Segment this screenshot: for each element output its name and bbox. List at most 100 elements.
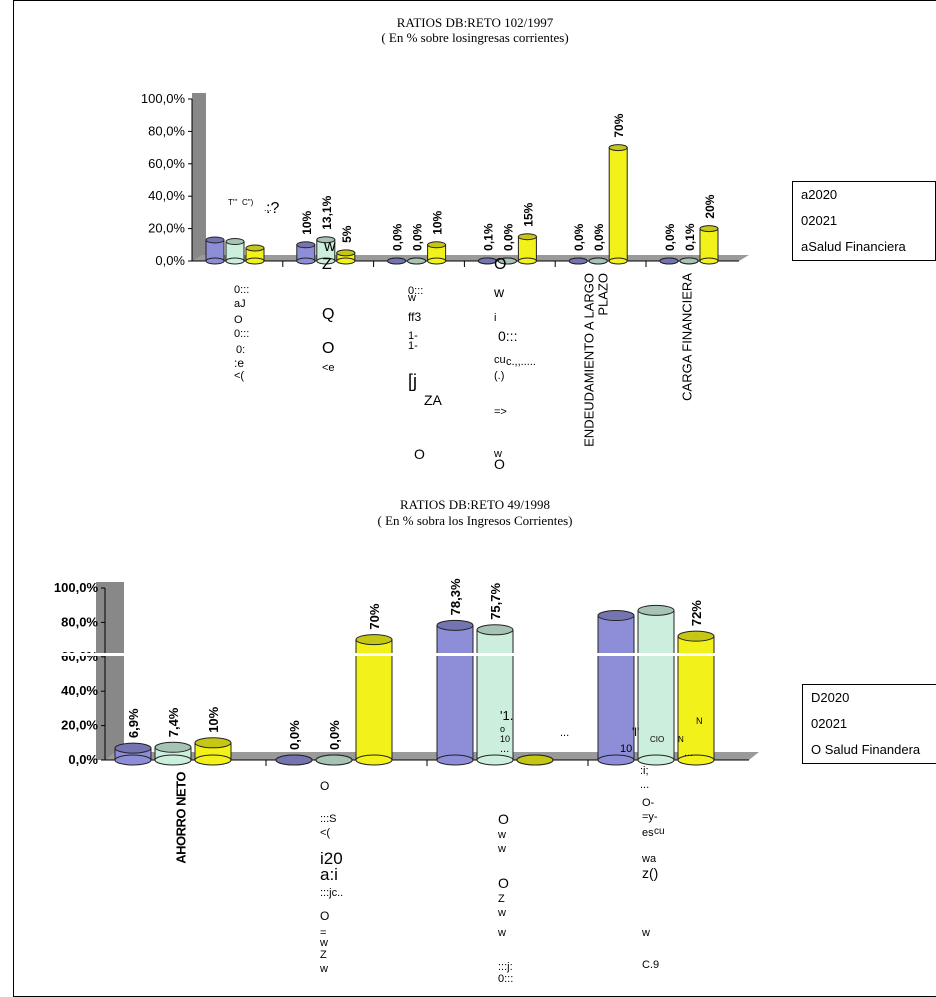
scan-artifact: ... — [560, 727, 569, 739]
scan-artifact: 0::: — [234, 284, 249, 296]
bar-top — [206, 237, 224, 243]
scan-artifact: w — [497, 843, 506, 855]
y-tick-label: 40,0% — [61, 683, 98, 698]
category-label: AHORRO NETO — [174, 772, 189, 864]
bar-top — [155, 742, 191, 752]
data-label: 0,1% — [683, 223, 697, 251]
scan-artifact: <( — [320, 827, 330, 839]
scan-artifact: 0: — [236, 344, 245, 356]
bar-top — [115, 743, 151, 753]
bar-base — [518, 258, 536, 264]
scan-artifact: w — [497, 907, 506, 919]
scan-artifact: N — [678, 735, 684, 744]
scan-artifact: w — [497, 829, 506, 841]
data-label: 0,0% — [501, 223, 515, 251]
bar-top — [569, 258, 587, 264]
scan-artifact: :i; — [640, 765, 649, 777]
bar-chart-1998: 0,0%20,0%40,0%60,0%80,0%100,0%6,9%0,0%78… — [14, 484, 794, 996]
scan-artifact: wa — [641, 853, 657, 865]
data-label: 0,0% — [287, 720, 302, 750]
y-tick-label: 80,0% — [148, 123, 185, 138]
data-label: 0,0% — [663, 223, 677, 251]
y-tick-label: 40,0% — [148, 188, 185, 203]
data-label: 6,9% — [126, 708, 141, 738]
bar-top — [316, 755, 352, 765]
scan-artifact: O — [322, 340, 334, 357]
y-tick-label: 60,0% — [148, 156, 185, 171]
y-tick-label: 0,0% — [68, 752, 98, 767]
scan-artifact: 'l' — [632, 725, 639, 739]
scan-artifact: 0::: — [498, 328, 517, 344]
data-label: 0,0% — [327, 720, 342, 750]
data-label: 0,1% — [481, 223, 495, 251]
bar-base — [598, 755, 634, 765]
chart-panel-1998: RATIOS DB:RETO 49/1998 ( En % sobra los … — [13, 484, 936, 997]
scan-artifact: :e — [234, 356, 244, 370]
y-tick-label: 100,0% — [141, 91, 186, 106]
bar-top — [700, 226, 718, 232]
data-label: 5% — [340, 225, 354, 243]
scan-artifact: [j — [408, 371, 417, 391]
bar-top — [276, 755, 312, 765]
bar — [700, 229, 718, 261]
scan-artifact: cu — [654, 826, 665, 837]
bar-top — [589, 258, 607, 264]
data-label: 78,3% — [448, 578, 463, 615]
legend-item-series-1: a2020 — [793, 182, 935, 208]
data-label: 15% — [521, 202, 535, 226]
bar — [609, 148, 627, 261]
scan-artifact: 0::: — [498, 973, 513, 985]
data-label: 0,0% — [391, 223, 405, 251]
scan-artifact: ... — [640, 779, 649, 791]
bar-base — [700, 258, 718, 264]
bar-top — [638, 605, 674, 615]
scan-artifact: =y- — [642, 811, 658, 823]
scan-artifact: ff3 — [408, 310, 421, 324]
data-label: 72% — [689, 600, 704, 626]
data-label: 75,7% — [488, 582, 503, 619]
scan-artifact: O — [498, 875, 509, 891]
scan-artifact: w — [497, 927, 506, 939]
legend-item-series-2: 02021 — [803, 711, 936, 737]
scan-artifact: O- — [642, 797, 655, 809]
scan-artifact: O — [498, 811, 509, 827]
scan-artifact: w — [407, 292, 416, 304]
scan-artifact: Z — [498, 893, 505, 905]
data-label: 70% — [367, 603, 382, 629]
scan-artifact: o — [500, 724, 505, 734]
legend-item-series-3: O Salud Finandera — [803, 737, 936, 763]
scan-artifact: '1. — [500, 708, 513, 723]
scan-artifact: :::S — [320, 813, 337, 825]
scan-artifact: ... — [264, 203, 272, 213]
scan-artifact: z() — [642, 865, 658, 881]
bar-base — [638, 755, 674, 765]
scan-artifact: Z — [320, 949, 327, 961]
data-label: 70% — [612, 113, 626, 137]
bar-top — [226, 239, 244, 245]
scan-artifact: w — [319, 963, 328, 975]
legend-item-series-3: aSalud Financiera — [793, 234, 935, 260]
bar-chart-1997: 0,0%20,0%40,0%60,0%80,0%100,0%10%0,0%0,1… — [14, 1, 774, 485]
scan-artifact: cu — [494, 354, 506, 366]
data-label: 10% — [206, 706, 221, 732]
y-tick-label: 20,0% — [61, 718, 98, 733]
bar-top — [678, 631, 714, 641]
bar — [598, 616, 634, 760]
y-tick-label: 60,0% — [61, 649, 98, 664]
scan-artifact: ... — [684, 747, 693, 759]
scan-artifact: O — [320, 779, 329, 793]
bar-base — [226, 258, 244, 264]
bar-top — [388, 258, 406, 264]
bar-top — [609, 145, 627, 151]
scan-artifact: 10 — [620, 743, 632, 755]
data-label: 7,4% — [166, 707, 181, 737]
scan-artifact: es — [642, 827, 654, 839]
scan-artifact: N — [696, 716, 703, 726]
bar-top — [408, 258, 426, 264]
y-tick-label: 20,0% — [148, 221, 185, 236]
legend-item-series-1: D2020 — [803, 685, 936, 711]
bar-base — [437, 755, 473, 765]
scan-artifact: Q — [322, 306, 334, 323]
scan-artifact: aJ — [234, 298, 246, 310]
data-label: 0,0% — [592, 223, 606, 251]
